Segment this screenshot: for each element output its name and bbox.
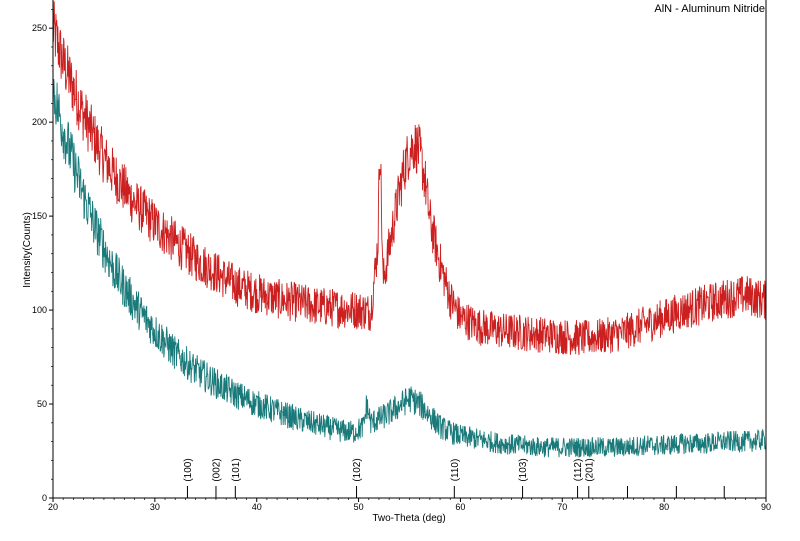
y-tick-label: 150 <box>32 211 47 221</box>
reference-peak-label: (103) <box>518 458 529 481</box>
reference-peak-label: (100) <box>183 458 194 481</box>
x-tick-label: 40 <box>252 502 262 512</box>
reference-peak-label: (112) <box>573 459 584 482</box>
axis-layer: 20 30 40 50 60 70 80 90 0 50 100 150 200 250 <box>32 0 771 512</box>
x-tick-label: 30 <box>150 502 160 512</box>
x-tick-label: 80 <box>659 502 669 512</box>
series-line-1 <box>52 1 767 356</box>
y-tick-label: 50 <box>37 399 47 409</box>
reference-peaks: (100) (002) (101) (102) (110) (103) (112) (201) <box>183 458 725 498</box>
reference-peak-label: (201) <box>584 458 595 481</box>
y-tick-label: 0 <box>42 493 47 503</box>
x-tick-label: 50 <box>354 502 364 512</box>
y-tick-label: 200 <box>32 117 47 127</box>
x-tick-label: 20 <box>48 502 58 512</box>
y-axis-title: Intensity(Counts) <box>22 212 33 288</box>
reference-peak-label: (002) <box>211 458 222 481</box>
y-tick-label: 100 <box>32 305 47 315</box>
x-tick-label: 90 <box>761 502 771 512</box>
x-axis-title: Two-Theta (deg) <box>372 513 445 524</box>
reference-peak-label: (110) <box>450 459 461 482</box>
reference-peak-label: (101) <box>231 458 242 481</box>
y-tick-label: 250 <box>32 23 47 33</box>
x-tick-label: 60 <box>455 502 465 512</box>
x-tick-label: 70 <box>557 502 567 512</box>
series-line-2 <box>52 78 767 458</box>
series-layer <box>52 1 767 458</box>
phase-annotation: AlN - Aluminum Nitride <box>654 3 765 15</box>
reference-peak-label: (102) <box>352 458 363 481</box>
